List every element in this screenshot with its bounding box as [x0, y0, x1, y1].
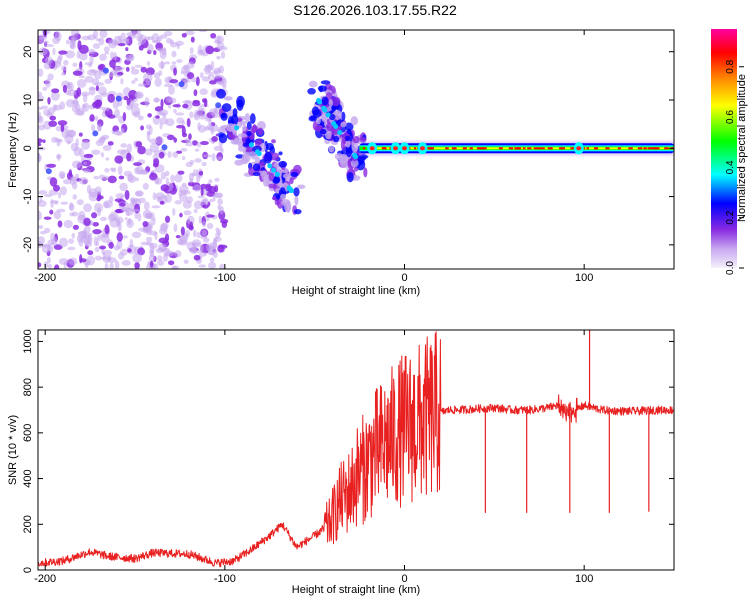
spectrogram-streak-2 [307, 80, 369, 183]
top-y-tick-label: -10 [22, 189, 34, 205]
top-x-tick-label: 100 [575, 272, 593, 284]
top-x-axis: -200 -100 0 100 [34, 30, 593, 284]
chart-title: S126.2026.103.17.55.R22 [293, 2, 457, 18]
top-y-tick-label: 20 [22, 46, 34, 58]
spectrogram-image [38, 30, 674, 269]
colorbar-tick-label: 0.2 [725, 210, 736, 224]
top-y-tick-label: 10 [22, 94, 34, 106]
snr-panel: -200 -100 0 100 0 200 400 600 800 1000 Height of… [7, 329, 675, 596]
bottom-x-axis-label: Height of straight line (km) [292, 584, 420, 596]
spectrogram-diffuse-noise [38, 30, 229, 269]
spectrogram-carrier-line [359, 141, 674, 156]
colorbar-tick-label: 0.0 [725, 261, 736, 275]
colorbar-tick-label: 0.6 [725, 110, 736, 124]
top-x-tick-label: -200 [34, 272, 56, 284]
top-y-axis-label: Frequency (Hz) [7, 112, 19, 188]
top-y-tick-label: 0 [22, 145, 34, 151]
colorbar-ticks: 0.0 0.2 0.4 0.6 0.8 [725, 59, 744, 275]
top-y-axis: -20 -10 0 10 20 [22, 46, 674, 253]
top-x-tick-label: 0 [401, 272, 407, 284]
bottom-y-tick-label: 800 [22, 378, 34, 396]
bottom-x-tick-label: 100 [575, 573, 593, 585]
bottom-y-tick-label: 0 [22, 567, 34, 573]
bottom-x-axis: -200 -100 0 100 [34, 330, 593, 585]
top-x-axis-label: Height of straight line (km) [292, 285, 420, 297]
colorbar-tick-label: 0.4 [725, 160, 736, 174]
colorbar-tick-label: 0.8 [725, 59, 736, 73]
top-x-tick-label: -100 [214, 272, 236, 284]
bottom-y-tick-label: 1000 [22, 329, 34, 353]
top-y-tick-label: -20 [22, 237, 34, 253]
snr-series-line [38, 331, 674, 568]
snr-spikes [484, 330, 650, 513]
bottom-y-tick-label: 600 [22, 424, 34, 442]
bottom-y-tick-label: 400 [22, 469, 34, 487]
colorbar: 0.0 0.2 0.4 0.6 0.8 Normalized spectral ampl… [711, 29, 748, 275]
spectrogram-streak-1 [216, 88, 306, 215]
bottom-y-tick-label: 200 [22, 515, 34, 533]
colorbar-gradient [711, 29, 737, 268]
bottom-x-tick-label: -100 [214, 573, 236, 585]
bottom-y-axis: 0 200 400 600 800 1000 [22, 329, 674, 573]
bottom-y-axis-label: SNR (10 * v/v) [7, 415, 19, 485]
bottom-x-tick-label: -200 [34, 573, 56, 585]
colorbar-label: Normalized spectral amplitude [736, 74, 748, 222]
bottom-x-tick-label: 0 [401, 573, 407, 585]
